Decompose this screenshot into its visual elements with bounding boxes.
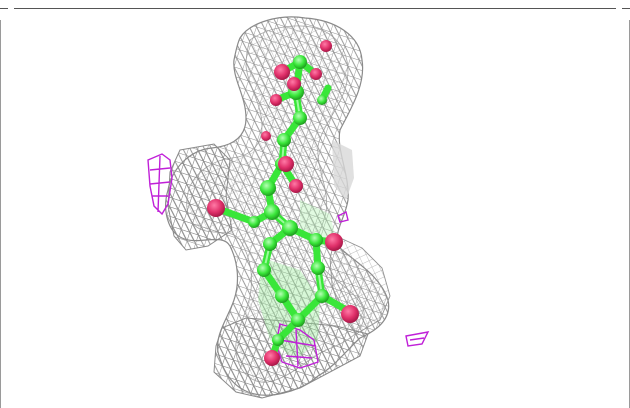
difference-map <box>147 153 430 369</box>
carbon-atom <box>309 233 323 247</box>
oxygen-atom <box>264 350 280 366</box>
mesh-side-shadow <box>332 140 354 200</box>
carbon-atom <box>264 204 280 220</box>
viewport-corner-tick-left <box>0 8 8 9</box>
diff-map-left <box>147 153 173 216</box>
carbon-atom <box>315 289 329 303</box>
carbon-atom <box>293 111 307 125</box>
carbon-atom <box>272 334 284 346</box>
oxygen-atom <box>310 68 322 80</box>
oxygen-atom <box>274 64 290 80</box>
viewport-corner-tick-right <box>622 8 630 9</box>
oxygen-atom <box>289 179 303 193</box>
oxygen-atom <box>278 156 294 172</box>
oxygen-atoms <box>207 40 359 366</box>
oxygen-atom <box>320 40 332 52</box>
viewport-top-border <box>14 8 616 9</box>
carbon-atom <box>257 263 271 277</box>
carbon-atom <box>248 216 260 228</box>
carbon-atoms <box>248 55 329 346</box>
carbon-atom <box>277 133 291 147</box>
carbon-atom <box>317 95 327 105</box>
carbon-atom <box>260 180 276 196</box>
diff-map-bottom <box>275 323 319 369</box>
carbon-atom <box>291 313 305 327</box>
oxygen-atom <box>207 199 225 217</box>
oxygen-atom <box>261 131 271 141</box>
oxygen-atom <box>270 94 282 106</box>
carbon-atom <box>275 289 289 303</box>
diff-map-right-small <box>405 331 430 347</box>
carbon-atom <box>293 55 307 69</box>
viewport-left-border <box>0 20 1 408</box>
oxygen-atom <box>325 233 343 251</box>
oxygen-atom <box>287 77 301 91</box>
diff-map-speck <box>337 210 349 223</box>
carbon-atom <box>263 237 277 251</box>
mesh-left-wing <box>167 143 233 251</box>
carbon-atom <box>311 261 325 275</box>
carbon-atom <box>282 220 298 236</box>
oxygen-atom <box>341 305 359 323</box>
